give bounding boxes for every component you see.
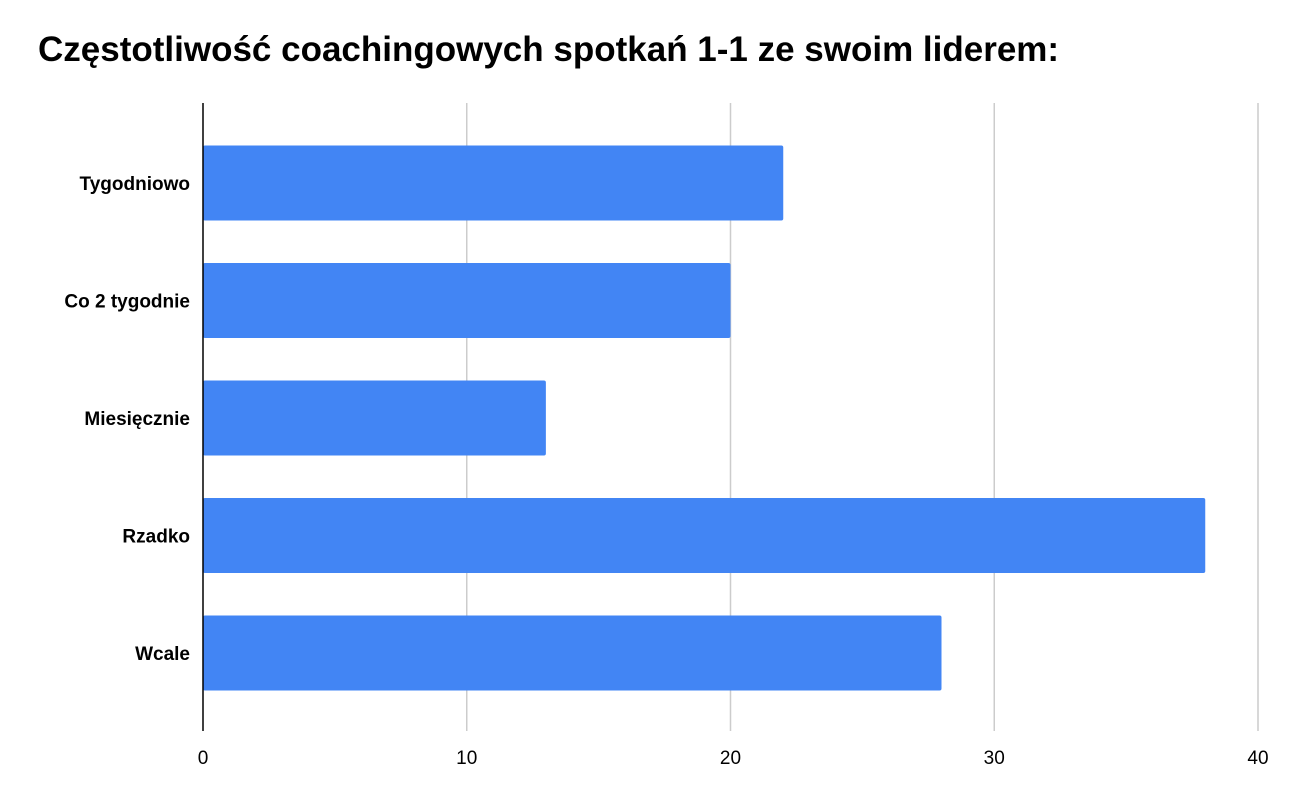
bar-5 [203,615,942,691]
category-label: Wcale [135,644,190,665]
x-tick-label: 0 [198,748,209,769]
category-label: Miesięcznie [84,409,190,430]
bars [203,145,1206,691]
category-labels: Tygodniowo Co 2 tygodnie Miesięcznie Rzadko… [64,174,190,665]
chart-title: Częstotliwość coachingowych spotkań 1-1 … [38,30,1060,69]
bar-2 [203,263,731,338]
bar-3 [203,380,546,456]
x-tick-label: 20 [720,748,741,769]
bar-1 [203,145,784,221]
x-tick-label: 40 [1247,748,1268,769]
x-tick-labels: 0 10 20 30 40 [198,748,1269,769]
category-label: Rzadko [122,527,190,548]
x-tick-label: 30 [984,748,1005,769]
x-tick-label: 10 [456,748,477,769]
bar-4 [203,498,1206,573]
category-label: Tygodniowo [80,174,190,195]
category-label: Co 2 tygodnie [64,292,190,313]
